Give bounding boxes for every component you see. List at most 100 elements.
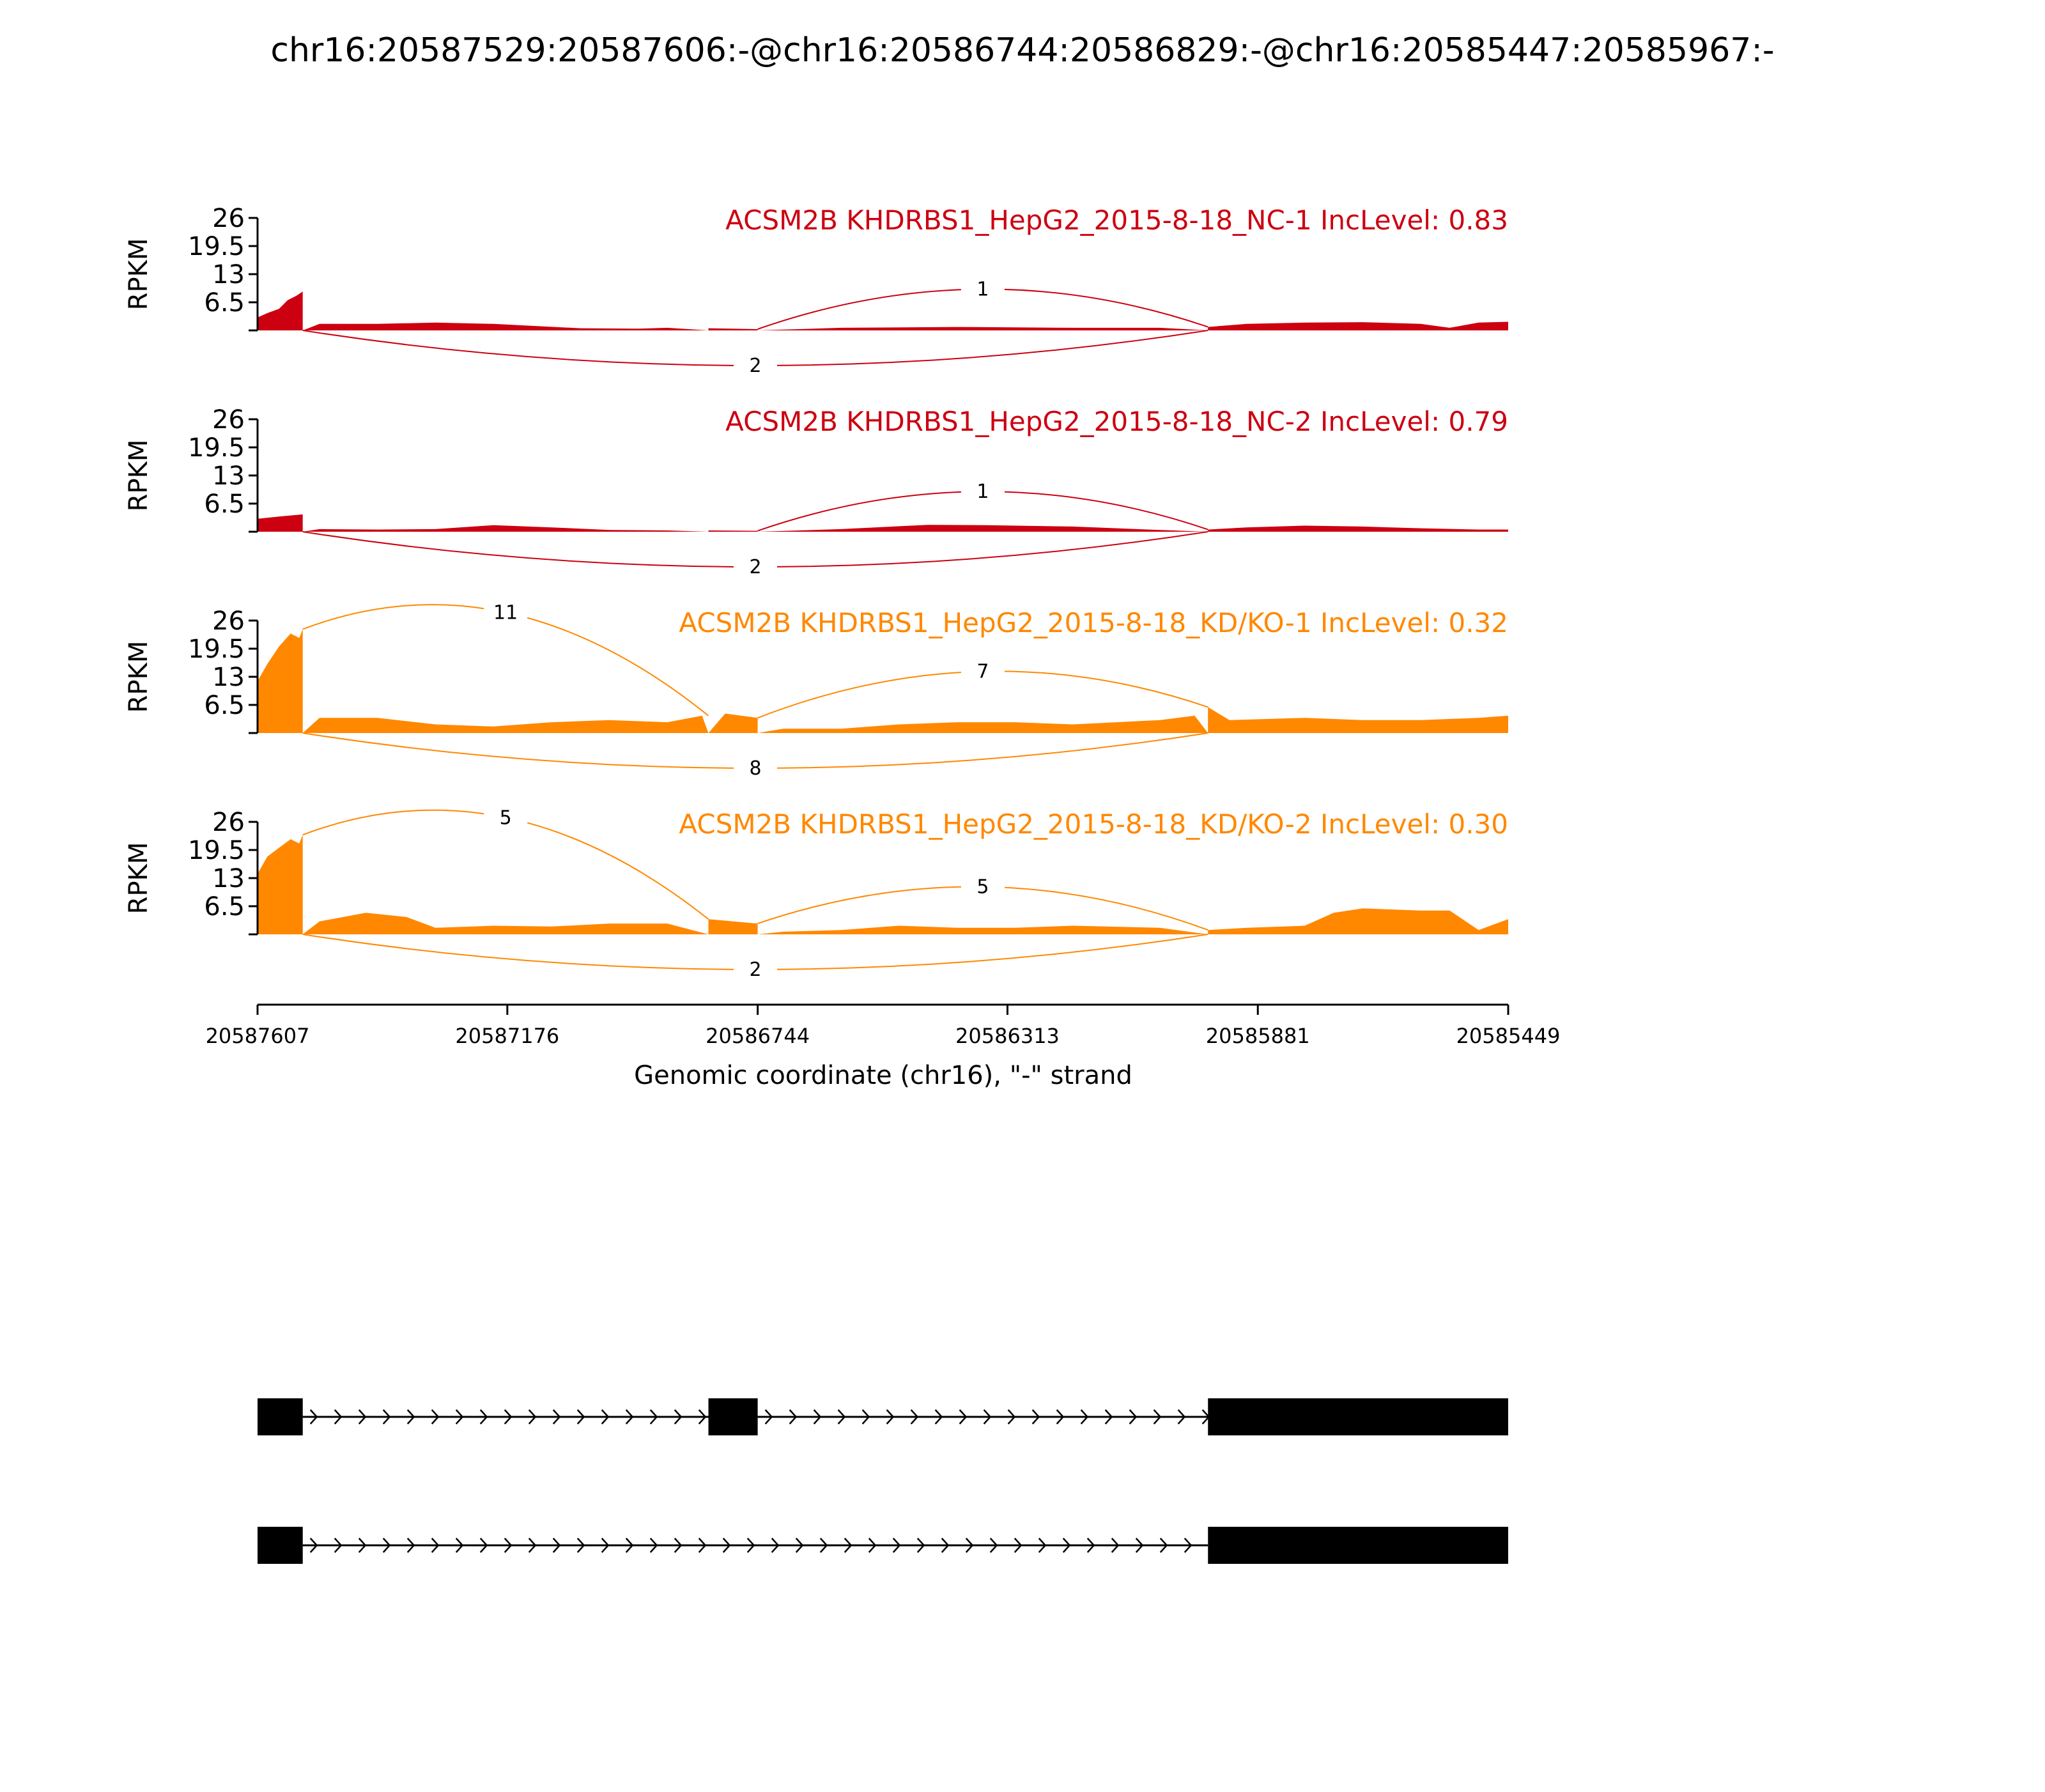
y-tick-label: 6.5: [204, 490, 245, 519]
intron-coverage-area: [757, 327, 1208, 330]
strand-chevron: [764, 1409, 773, 1425]
strand-chevron: [1080, 1409, 1089, 1425]
junction-label-bg: [961, 477, 1005, 504]
y-tick-label: 6.5: [204, 288, 245, 318]
strand-chevron: [382, 1538, 391, 1553]
strand-chevron: [479, 1409, 488, 1425]
junction-label-bg: [733, 553, 777, 578]
strand-chevron: [989, 1538, 998, 1553]
strand-chevron: [576, 1538, 585, 1553]
strand-chevron: [552, 1538, 561, 1553]
junction-label-bg: [484, 598, 528, 624]
junction-label-bg: [961, 872, 1005, 899]
strand-chevron: [698, 1409, 707, 1425]
strand-chevron: [819, 1538, 828, 1553]
strand-chevron: [965, 1538, 974, 1553]
strand-chevron: [504, 1538, 513, 1553]
strand-chevron: [1014, 1538, 1022, 1553]
junction-count: 5: [976, 876, 989, 899]
y-axis-label: RPKM: [124, 842, 153, 915]
strand-chevron: [649, 1538, 658, 1553]
strand-chevron: [1104, 1409, 1113, 1425]
strand-chevron: [941, 1538, 950, 1553]
strand-chevron: [916, 1538, 925, 1553]
strand-chevron: [698, 1538, 707, 1553]
y-axis-label: RPKM: [124, 641, 153, 713]
strand-chevron: [528, 1538, 537, 1553]
y-tick-label: 13: [212, 260, 245, 290]
intron-coverage-area: [757, 925, 1208, 934]
exon-block: [708, 1398, 758, 1435]
junction-label-bg: [961, 657, 1005, 683]
strand-chevron: [649, 1409, 658, 1425]
strand-chevron: [910, 1409, 919, 1425]
coverage-area: [258, 629, 303, 733]
strand-chevron: [959, 1409, 968, 1425]
strand-chevron: [406, 1538, 415, 1553]
intron-coverage-area: [757, 525, 1208, 532]
strand-chevron: [1086, 1538, 1095, 1553]
strand-chevron: [334, 1409, 343, 1425]
y-tick-label: 19.5: [188, 635, 245, 664]
x-tick-label: 20587176: [455, 1024, 559, 1048]
panel-label: ACSM2B KHDRBS1_HepG2_2015-8-18_KD/KO-2 I…: [679, 808, 1508, 840]
strand-chevron: [746, 1538, 755, 1553]
strand-chevron: [334, 1538, 343, 1553]
intron-coverage-area: [302, 322, 709, 330]
strand-chevron: [789, 1409, 798, 1425]
strand-chevron: [1111, 1538, 1120, 1553]
strand-chevron: [1184, 1538, 1192, 1553]
exon-block: [258, 1527, 303, 1564]
panel-label: ACSM2B KHDRBS1_HepG2_2015-8-18_NC-2 IncL…: [725, 406, 1508, 437]
junction-count: 5: [500, 807, 512, 829]
y-tick-label: 6.5: [204, 892, 245, 922]
x-tick-label: 20585881: [1206, 1024, 1310, 1048]
strand-chevron: [625, 1409, 634, 1425]
y-tick-label: 19.5: [188, 433, 245, 463]
strand-chevron: [934, 1409, 943, 1425]
strand-chevron: [1038, 1538, 1047, 1553]
strand-chevron: [431, 1538, 440, 1553]
y-tick-label: 26: [212, 405, 245, 435]
coverage-area: [1208, 525, 1508, 532]
strand-chevron: [886, 1409, 895, 1425]
strand-chevron: [1056, 1409, 1065, 1425]
y-tick-label: 26: [212, 204, 245, 233]
y-tick-label: 19.5: [188, 232, 245, 261]
strand-chevron: [1031, 1409, 1040, 1425]
strand-chevron: [576, 1409, 585, 1425]
y-axis-label: RPKM: [124, 440, 153, 512]
strand-chevron: [601, 1538, 610, 1553]
junction-count: 2: [749, 556, 761, 578]
strand-chevron: [479, 1538, 488, 1553]
strand-chevron: [837, 1409, 846, 1425]
coverage-area: [258, 291, 303, 330]
strand-chevron: [861, 1409, 870, 1425]
coverage-area: [708, 328, 758, 330]
y-tick-label: 13: [212, 663, 245, 692]
strand-chevron: [892, 1538, 901, 1553]
isoform-tracks: [258, 1398, 1508, 1564]
x-tick-label: 20585449: [1456, 1024, 1561, 1048]
y-tick-label: 19.5: [188, 836, 245, 865]
coverage-area: [1208, 908, 1508, 934]
coverage-area: [258, 514, 303, 532]
strand-chevron: [358, 1538, 367, 1553]
strand-chevron: [406, 1409, 415, 1425]
strand-chevron: [771, 1538, 780, 1553]
junction-label-bg: [961, 275, 1005, 301]
junction-label-bg: [733, 754, 777, 780]
coverage-area: [1208, 707, 1508, 733]
figure-title: chr16:20587529:20587606:-@chr16:20586744…: [270, 31, 1774, 70]
isoform-track: [258, 1527, 1508, 1564]
strand-chevron: [983, 1409, 992, 1425]
junction-count: 2: [749, 355, 761, 377]
strand-chevron: [868, 1538, 877, 1553]
junction-count: 8: [749, 757, 761, 780]
strand-chevron: [1062, 1538, 1071, 1553]
coverage-area: [1208, 321, 1508, 330]
